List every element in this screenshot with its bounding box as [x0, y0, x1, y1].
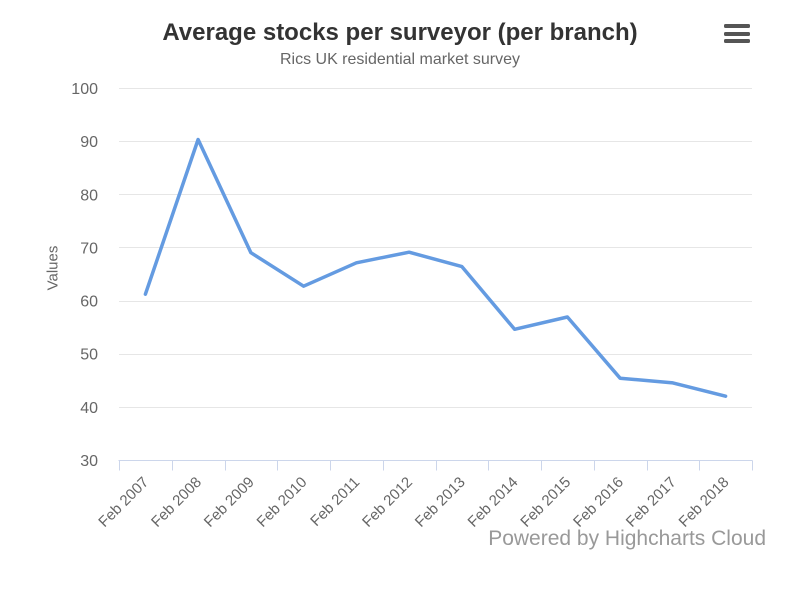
y-axis-label: 90: [80, 134, 98, 151]
x-axis-label: Feb 2012: [359, 474, 416, 531]
y-axis-label: 70: [80, 240, 98, 257]
y-axis-title: Values: [44, 245, 62, 291]
y-axis-label: 100: [71, 81, 98, 98]
x-axis-label: Feb 2010: [254, 474, 311, 531]
x-axis-label: Feb 2007: [95, 474, 152, 531]
y-axis-label: 60: [80, 294, 98, 311]
y-axis-label: 50: [80, 347, 98, 364]
highcharts-credits-link[interactable]: Powered by Highcharts Cloud: [488, 527, 766, 550]
y-axis-label: 80: [80, 187, 98, 204]
x-axis-label: Feb 2015: [517, 474, 574, 531]
y-axis-label: 40: [80, 400, 98, 417]
hamburger-icon: [724, 24, 750, 43]
x-axis-label: Feb 2009: [201, 474, 258, 531]
x-axis-label: Feb 2011: [307, 474, 363, 530]
context-menu-button[interactable]: [724, 24, 750, 44]
x-axis-label: Feb 2008: [148, 474, 205, 531]
x-axis-label: Feb 2017: [623, 474, 680, 531]
x-axis-label: Feb 2013: [412, 474, 469, 531]
x-axis-label: Feb 2014: [465, 474, 522, 531]
chart-subtitle: Rics UK residential market survey: [279, 51, 521, 68]
x-axis-label: Feb 2018: [676, 474, 733, 531]
series-line[interactable]: [143, 137, 728, 398]
x-axis-label: Feb 2016: [570, 474, 627, 531]
y-axis-label: 30: [80, 453, 98, 470]
chart-title: Average stocks per surveyor (per branch): [162, 19, 638, 46]
